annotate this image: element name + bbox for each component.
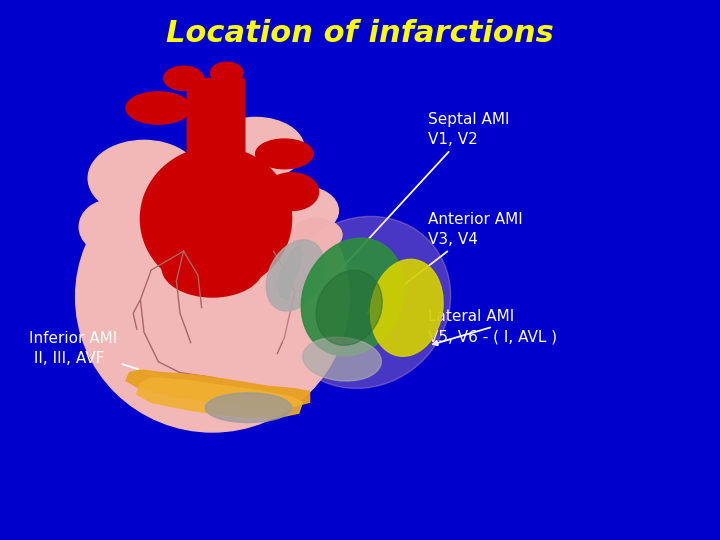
Ellipse shape — [86, 248, 137, 292]
Text: Lateral AMI
V5, V6 - ( I, AVL ): Lateral AMI V5, V6 - ( I, AVL ) — [428, 309, 557, 345]
Polygon shape — [137, 378, 302, 419]
Ellipse shape — [140, 147, 292, 291]
Ellipse shape — [207, 117, 304, 179]
Ellipse shape — [266, 240, 324, 311]
Ellipse shape — [292, 219, 342, 251]
Ellipse shape — [256, 139, 313, 169]
Ellipse shape — [79, 200, 144, 254]
Ellipse shape — [302, 337, 382, 381]
Ellipse shape — [265, 173, 319, 211]
Ellipse shape — [89, 140, 200, 216]
Text: Location of infarctions: Location of infarctions — [166, 19, 554, 48]
Ellipse shape — [205, 393, 292, 422]
Ellipse shape — [126, 92, 191, 124]
Polygon shape — [126, 370, 310, 408]
Ellipse shape — [276, 217, 451, 388]
Ellipse shape — [301, 238, 405, 356]
Ellipse shape — [316, 271, 382, 345]
Ellipse shape — [266, 186, 338, 235]
Ellipse shape — [76, 162, 349, 432]
Text: Septal AMI
V1, V2: Septal AMI V1, V2 — [331, 112, 510, 280]
Ellipse shape — [163, 66, 204, 90]
Text: Inferior AMI
 II, III, AVF: Inferior AMI II, III, AVF — [29, 331, 212, 394]
Ellipse shape — [162, 238, 263, 297]
Polygon shape — [277, 246, 302, 300]
Ellipse shape — [211, 62, 243, 84]
Ellipse shape — [371, 259, 443, 356]
Text: Anterior AMI
V3, V4: Anterior AMI V3, V4 — [367, 212, 523, 313]
FancyBboxPatch shape — [187, 78, 245, 173]
